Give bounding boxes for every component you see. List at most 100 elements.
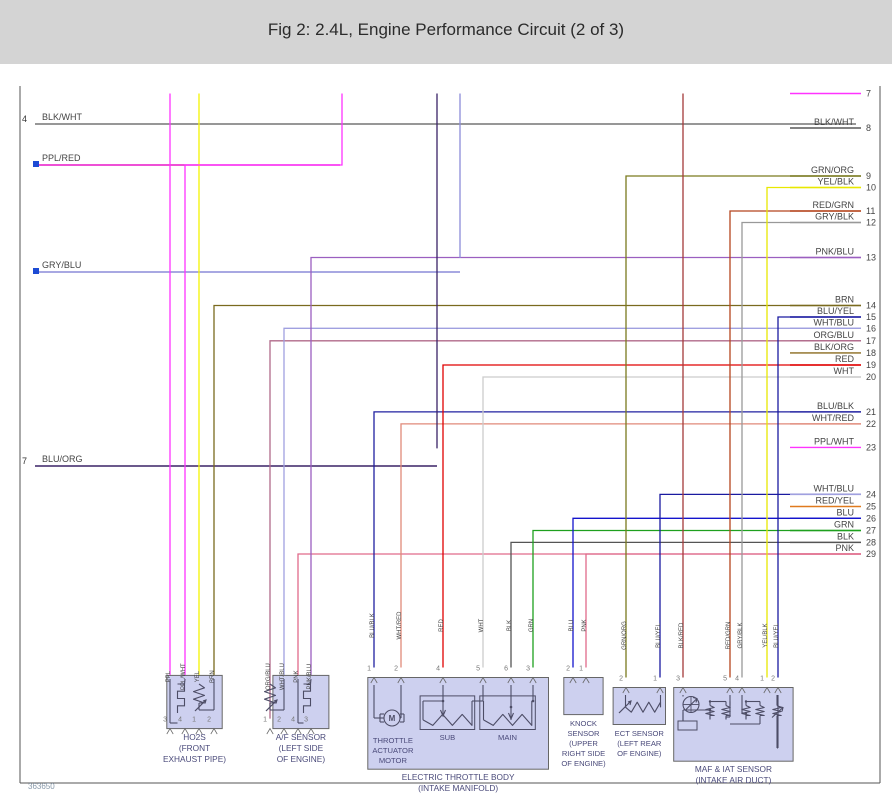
- svg-text:(LEFT SIDE: (LEFT SIDE: [279, 743, 324, 753]
- svg-text:HO2S: HO2S: [183, 732, 206, 742]
- svg-text:1: 1: [653, 676, 657, 683]
- svg-text:WHT/RED: WHT/RED: [812, 413, 854, 423]
- svg-text:3: 3: [163, 717, 167, 724]
- svg-text:WHT: WHT: [479, 618, 485, 632]
- svg-text:PPL/WHT: PPL/WHT: [814, 436, 855, 446]
- svg-text:3: 3: [526, 666, 530, 673]
- svg-text:18: 18: [866, 348, 876, 358]
- svg-text:SENSOR: SENSOR: [567, 729, 600, 738]
- svg-text:YEL: YEL: [195, 670, 201, 682]
- svg-text:BLU: BLU: [569, 620, 575, 632]
- svg-text:25: 25: [866, 502, 876, 512]
- svg-text:ECT SENSOR: ECT SENSOR: [615, 729, 665, 738]
- svg-text:17: 17: [866, 336, 876, 346]
- svg-text:6: 6: [504, 666, 508, 673]
- svg-text:ACTUATOR: ACTUATOR: [372, 746, 414, 755]
- svg-text:2: 2: [619, 676, 623, 683]
- svg-text:20: 20: [866, 372, 876, 382]
- svg-text:BLU/ORG: BLU/ORG: [42, 454, 83, 464]
- svg-text:5: 5: [723, 676, 727, 683]
- svg-text:(INTAKE MANIFOLD): (INTAKE MANIFOLD): [418, 783, 498, 793]
- svg-text:27: 27: [866, 526, 876, 536]
- svg-text:GRN/ORG: GRN/ORG: [622, 621, 628, 650]
- svg-text:BLK/ORG: BLK/ORG: [814, 342, 854, 352]
- svg-text:YEL/BLK: YEL/BLK: [817, 177, 854, 187]
- svg-text:OF ENGINE): OF ENGINE): [617, 749, 662, 758]
- svg-text:BLU/YEL: BLU/YEL: [774, 623, 780, 648]
- svg-text:9: 9: [866, 171, 871, 181]
- svg-text:2: 2: [566, 666, 570, 673]
- svg-text:MAF & IAT SENSOR: MAF & IAT SENSOR: [695, 764, 772, 774]
- svg-text:BRN: BRN: [210, 670, 216, 683]
- svg-text:7: 7: [22, 456, 27, 466]
- svg-text:BLK: BLK: [507, 620, 513, 631]
- svg-text:363650: 363650: [28, 782, 55, 791]
- svg-text:RIGHT SIDE: RIGHT SIDE: [562, 749, 605, 758]
- svg-text:ORG/BLU: ORG/BLU: [813, 330, 854, 340]
- svg-text:MOTOR: MOTOR: [379, 756, 408, 765]
- svg-text:OF ENGINE): OF ENGINE): [277, 754, 326, 764]
- svg-text:WHT/BLU: WHT/BLU: [280, 663, 286, 690]
- svg-text:8: 8: [866, 123, 871, 133]
- svg-text:11: 11: [866, 206, 875, 216]
- svg-text:21: 21: [866, 407, 876, 417]
- svg-text:WHT/BLU: WHT/BLU: [814, 483, 855, 493]
- svg-text:1: 1: [579, 666, 583, 673]
- svg-text:1: 1: [367, 666, 371, 673]
- svg-text:5: 5: [476, 666, 480, 673]
- svg-text:PPL: PPL: [166, 670, 172, 682]
- svg-text:13: 13: [866, 253, 876, 263]
- svg-text:GRN: GRN: [834, 520, 854, 530]
- svg-text:RED: RED: [439, 619, 445, 632]
- svg-text:PNK/BLU: PNK/BLU: [815, 247, 854, 257]
- svg-text:1: 1: [760, 676, 764, 683]
- svg-text:19: 19: [866, 360, 876, 370]
- svg-text:(INTAKE AIR DUCT): (INTAKE AIR DUCT): [695, 775, 771, 785]
- svg-text:OF ENGINE): OF ENGINE): [561, 759, 606, 768]
- svg-text:MAIN: MAIN: [498, 733, 517, 742]
- svg-text:2: 2: [394, 666, 398, 673]
- svg-text:WHT/BLU: WHT/BLU: [814, 317, 855, 327]
- svg-text:WHT/RED: WHT/RED: [397, 611, 403, 640]
- svg-text:1: 1: [263, 717, 267, 724]
- svg-text:GRY/BLK: GRY/BLK: [738, 623, 744, 649]
- svg-text:SUB: SUB: [440, 733, 456, 742]
- svg-text:RED/GRN: RED/GRN: [726, 622, 732, 650]
- svg-text:A/F SENSOR: A/F SENSOR: [276, 732, 326, 742]
- svg-text:4: 4: [436, 666, 440, 673]
- svg-text:BRN: BRN: [835, 295, 854, 305]
- svg-text:BLU/BLK: BLU/BLK: [817, 401, 854, 411]
- svg-text:14: 14: [866, 301, 876, 311]
- svg-text:BLK/RED: BLK/RED: [679, 622, 685, 648]
- svg-text:RED/YEL: RED/YEL: [815, 496, 854, 506]
- svg-text:PNK: PNK: [835, 543, 854, 553]
- svg-text:22: 22: [866, 419, 876, 429]
- svg-text:GRY/BLU: GRY/BLU: [42, 260, 81, 270]
- svg-text:1: 1: [192, 717, 196, 724]
- svg-text:(LEFT REAR: (LEFT REAR: [617, 739, 662, 748]
- svg-text:15: 15: [866, 312, 876, 322]
- svg-text:3: 3: [676, 676, 680, 683]
- svg-text:M: M: [389, 714, 396, 723]
- svg-text:ELECTRIC THROTTLE BODY: ELECTRIC THROTTLE BODY: [402, 772, 515, 782]
- svg-text:23: 23: [866, 442, 876, 452]
- svg-text:(UPPER: (UPPER: [569, 739, 598, 748]
- svg-text:BLU: BLU: [836, 507, 854, 517]
- svg-text:GRN/ORG: GRN/ORG: [811, 165, 854, 175]
- svg-text:BLK/WHT: BLK/WHT: [814, 117, 855, 127]
- svg-text:GRN: GRN: [529, 619, 535, 632]
- svg-text:BLU/YEL: BLU/YEL: [656, 623, 662, 648]
- svg-text:4: 4: [735, 676, 739, 683]
- svg-text:EXHAUST PIPE): EXHAUST PIPE): [163, 754, 226, 764]
- svg-text:12: 12: [866, 218, 876, 228]
- svg-text:ORG/BLU: ORG/BLU: [266, 663, 272, 690]
- svg-text:3: 3: [304, 717, 308, 724]
- svg-text:28: 28: [866, 537, 876, 547]
- svg-text:PPL/RED: PPL/RED: [42, 153, 81, 163]
- svg-text:7: 7: [866, 89, 871, 99]
- svg-text:(FRONT: (FRONT: [179, 743, 210, 753]
- svg-text:2: 2: [207, 717, 211, 724]
- svg-text:YEL/BLK: YEL/BLK: [763, 623, 769, 647]
- svg-text:RED: RED: [835, 354, 855, 364]
- svg-text:4: 4: [178, 717, 182, 724]
